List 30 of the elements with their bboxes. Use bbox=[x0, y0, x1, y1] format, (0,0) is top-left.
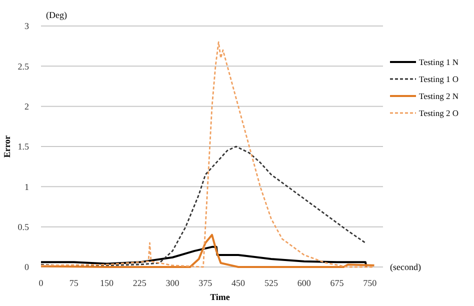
legend-label: Testing 1 O bbox=[419, 74, 459, 84]
legend-label: Testing 2 N bbox=[419, 90, 459, 101]
x-tick-label: 300 bbox=[166, 278, 180, 288]
line-series bbox=[40, 41, 375, 268]
x-tick-label: 750 bbox=[363, 278, 378, 288]
x-tick-label: 225 bbox=[132, 278, 147, 288]
x-tick-label: 75 bbox=[69, 278, 79, 288]
y-tick-label: 0.5 bbox=[18, 222, 30, 232]
x-tick-label: 450 bbox=[232, 278, 246, 288]
y-tick-label: 3 bbox=[24, 21, 30, 32]
line-series bbox=[40, 146, 366, 267]
x-tick-label: 525 bbox=[264, 278, 278, 288]
y-tick-label: 1.5 bbox=[18, 142, 30, 152]
x-tick-label: 375 bbox=[198, 278, 213, 288]
line-series bbox=[40, 234, 376, 268]
line-series bbox=[40, 246, 368, 268]
x-tick-label: 0 bbox=[38, 278, 44, 288]
legend-label: Testing 2 O bbox=[419, 108, 459, 118]
y-tick-label: 2 bbox=[24, 101, 29, 112]
y-tick-label: 2.5 bbox=[18, 61, 30, 72]
x-tick-label: 675 bbox=[330, 278, 344, 288]
y-tick-label: 0 bbox=[24, 262, 30, 272]
legend-label: Testing 1 N bbox=[419, 56, 459, 67]
text: (Deg) bbox=[46, 10, 67, 20]
x-tick-label: 150 bbox=[100, 278, 114, 288]
x-tick-label: 600 bbox=[297, 278, 312, 288]
y-tick-label: 1 bbox=[24, 182, 29, 192]
text: (second) bbox=[390, 262, 421, 272]
x-axis-title: Time bbox=[210, 292, 230, 302]
y-axis-title: Error bbox=[2, 135, 12, 158]
